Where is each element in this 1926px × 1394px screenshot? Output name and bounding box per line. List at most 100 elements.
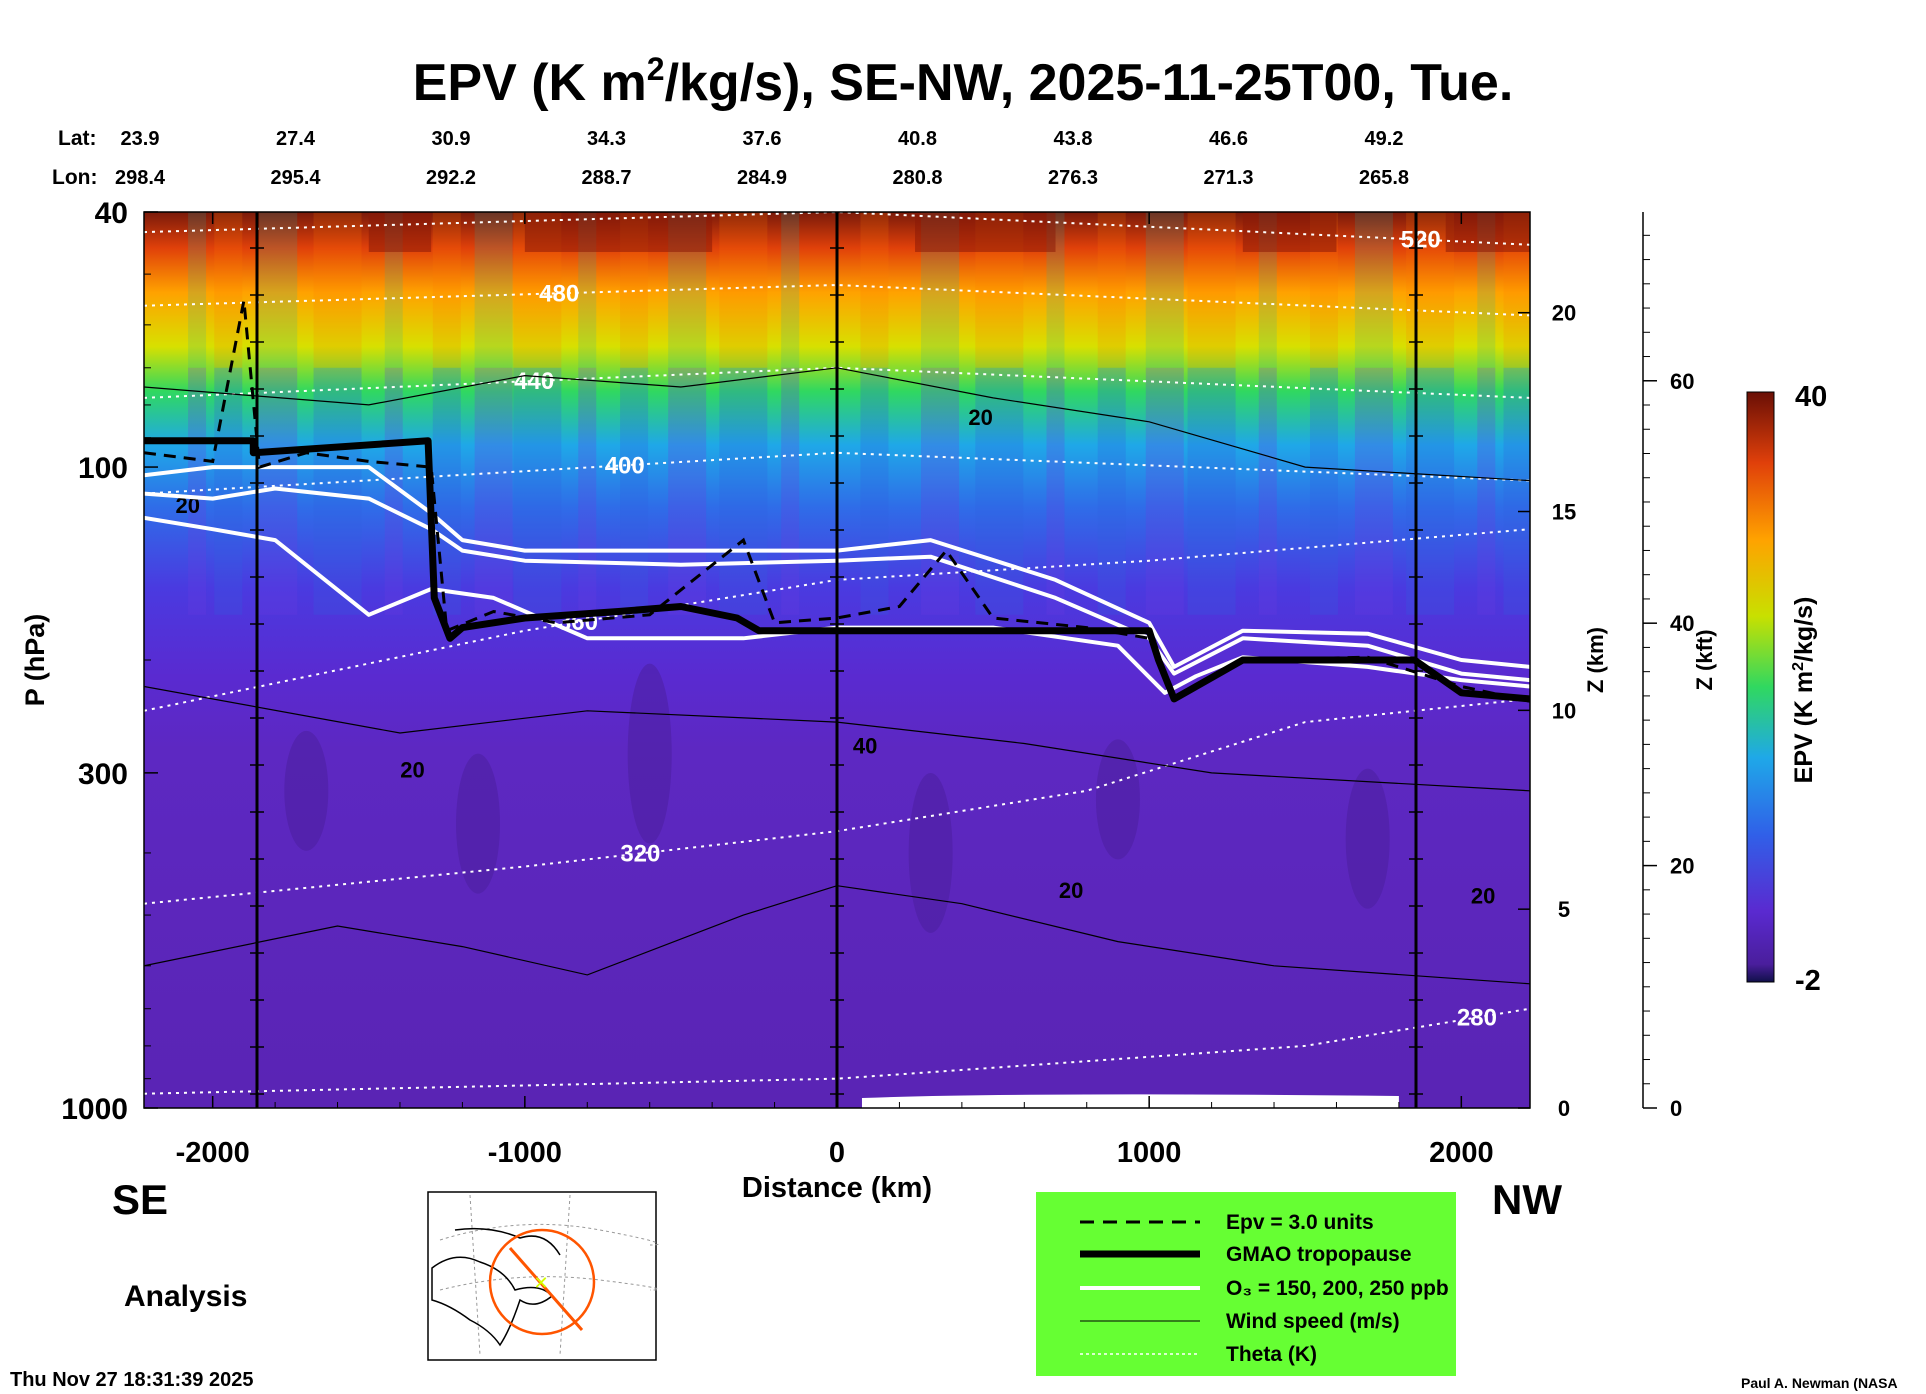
epv-streak (1097, 367, 1126, 615)
wind-contour-label: 20 (400, 757, 424, 782)
y-tick-label: 100 (78, 452, 128, 485)
epv-streak (313, 212, 362, 368)
lon-tick-label: 271.3 (1203, 167, 1253, 189)
x-tick-label: 0 (829, 1137, 845, 1169)
legend-theta-label: Theta (K) (1226, 1343, 1317, 1366)
z-kft-tick-label: 20 (1670, 854, 1694, 879)
z-km-tick-label: 5 (1558, 897, 1570, 922)
epv-streak (259, 212, 298, 368)
epv-low-patch (1095, 739, 1140, 860)
theta-contour-label: 400 (605, 452, 645, 479)
lat-label: Lat: (58, 127, 97, 150)
wind-contour-label: 20 (1059, 878, 1083, 903)
chart-title: EPV (K m2/kg/s), SE-NW, 2025-11-25T00, T… (413, 51, 1514, 112)
x-axis: -2000 -1000 0 1000 2000 (176, 212, 1494, 1169)
epv-high-patch (1445, 212, 1530, 252)
colorbar (1746, 391, 1775, 983)
lon-tick-label: 276.3 (1048, 167, 1098, 189)
epv-streak (513, 367, 562, 615)
epv-streak (313, 367, 362, 615)
lon-tick-label: 280.8 (892, 167, 942, 189)
epv-streak (1354, 367, 1393, 615)
tropopause-line (144, 300, 1530, 703)
epv-streak (384, 367, 403, 615)
lat-tick-label: 37.6 (743, 128, 782, 150)
y-tick-label: 300 (78, 758, 128, 791)
z-km-tick-label: 10 (1552, 698, 1576, 723)
epv-high-patch (368, 212, 432, 252)
colorbar-min-label: -2 (1795, 965, 1821, 997)
credit: Paul A. Newman (NASA (1741, 1375, 1898, 1391)
lat-tick-label: 43.8 (1054, 128, 1093, 150)
z-km-tick-label: 20 (1552, 301, 1576, 326)
theta-contour-label: 480 (539, 280, 579, 307)
epv-streak (620, 367, 649, 615)
lat-tick-label: 34.3 (587, 128, 626, 150)
lat-tick-label: 23.9 (121, 128, 160, 150)
epv-streak (1097, 212, 1126, 368)
epv-high-patch (915, 212, 1056, 252)
inset-map: ✕ (427, 1191, 659, 1361)
epv-streak (719, 212, 768, 368)
epv-low-patch (627, 663, 672, 844)
wind-contour-label: 20 (968, 405, 992, 430)
z-km-axis: 0 5 10 15 20 (1518, 301, 1576, 1121)
lon-label: Lon: (52, 166, 97, 189)
z-km-label: Z (km) (1583, 627, 1608, 693)
epv-low-patch (1345, 768, 1390, 909)
surface-mask (861, 1094, 1399, 1108)
legend-ozone-label: O₃ = 150, 200, 250 ppb (1226, 1277, 1449, 1300)
z-km-tick-label: 15 (1552, 500, 1576, 525)
tropopause-curve (144, 437, 1530, 703)
epv-low-patch (456, 753, 501, 894)
epv-streak (1354, 212, 1393, 368)
y-tick-label: 40 (95, 197, 128, 230)
y-axis-label: P (hPa) (20, 614, 50, 707)
epv-streak (1503, 367, 1530, 615)
theta-contour-label: 440 (514, 368, 554, 395)
epv-streak (474, 212, 513, 368)
z-kft-tick-label: 40 (1670, 611, 1694, 636)
colorbar-max-label: 40 (1795, 381, 1827, 413)
epv-low-patch (908, 772, 953, 933)
epv-streak (214, 367, 243, 615)
epv-streak (719, 367, 768, 615)
theta-contour-label: 520 (1401, 227, 1441, 254)
wind-contour-label: 40 (853, 734, 877, 759)
lat-tick-label: 49.2 (1365, 128, 1404, 150)
epv-streak (188, 367, 207, 615)
legend-wind-label: Wind speed (m/s) (1226, 1310, 1400, 1333)
epv-streak (432, 212, 461, 368)
wind-contour (144, 885, 1530, 985)
z-kft-tick-label: 0 (1670, 1096, 1682, 1121)
epv-streak (668, 367, 707, 615)
epv-streak (432, 367, 461, 615)
lon-tick-label: 298.4 (115, 167, 166, 189)
z-kft-tick-label: 60 (1670, 369, 1694, 394)
x-tick-label: -1000 (488, 1137, 562, 1169)
epv-streak (781, 212, 800, 368)
epv-streak (860, 367, 889, 615)
y-tick-label: 1000 (61, 1093, 128, 1126)
legend-epv-label: Epv = 3.0 units (1226, 1211, 1374, 1234)
epv-streak (1145, 367, 1184, 615)
colorbar-label: EPV (K m2/kg/s) (1790, 597, 1818, 784)
lat-lon-tick-labels: 23.9 27.4 30.9 34.3 37.6 40.8 43.8 46.6 49.2 298.… (115, 128, 1409, 189)
theta-contour-label: 280 (1457, 1004, 1497, 1031)
svg-text:✕: ✕ (533, 1273, 548, 1293)
theta-contour-label: 320 (620, 840, 660, 867)
lat-tick-label: 46.6 (1209, 128, 1248, 150)
lon-tick-label: 295.4 (270, 167, 321, 189)
lon-tick-label: 265.8 (1359, 167, 1409, 189)
epv-streak (860, 212, 889, 368)
lon-tick-label: 288.7 (581, 167, 631, 189)
theta-contour (144, 697, 1530, 905)
z-kft-label: Z (kft) (1692, 629, 1717, 690)
epv-streak (1145, 212, 1184, 368)
z-kft-axis: 0 20 40 60 (1642, 212, 1694, 1121)
x-axis-label: Distance (km) (742, 1172, 932, 1204)
legend-tropopause-label: GMAO tropopause (1226, 1243, 1412, 1266)
epv-streak (1309, 367, 1338, 615)
epv-low-patch (284, 730, 329, 851)
